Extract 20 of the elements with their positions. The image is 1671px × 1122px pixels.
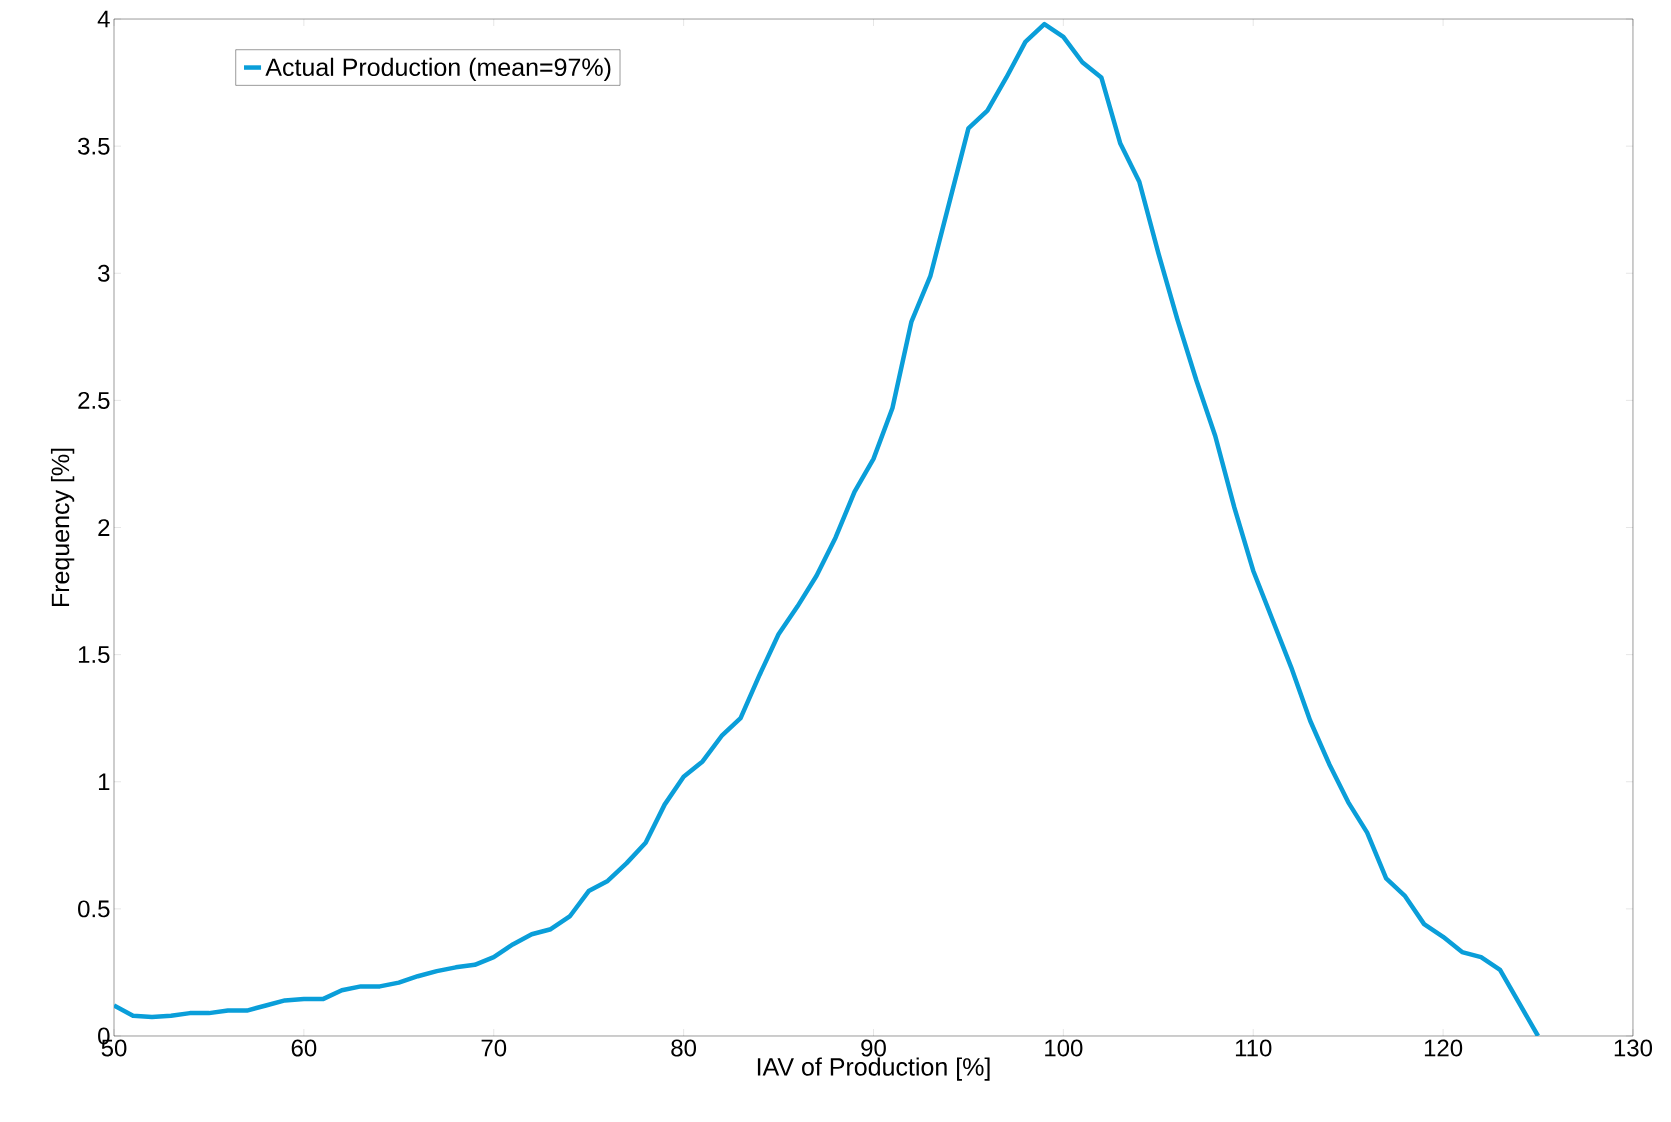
y-tick-label: 1.5	[78, 646, 110, 663]
x-tick-label: 130	[1614, 1039, 1653, 1057]
y-tick-label: 3.5	[78, 137, 110, 155]
x-tick-label: 100	[1045, 1039, 1083, 1057]
y-tick-label: 3	[98, 264, 110, 282]
y-tick-label: 0.5	[78, 900, 110, 918]
y-tick-label: 2	[98, 519, 110, 536]
x-tick-label: 60	[291, 1039, 317, 1057]
x-tick-label: 70	[481, 1039, 507, 1057]
y-axis-title: Frequency [%]	[50, 448, 75, 607]
x-tick-label: 110	[1235, 1039, 1272, 1057]
x-tick-label: 80	[671, 1039, 697, 1057]
x-tick-label: 120	[1424, 1039, 1463, 1057]
x-tick-label: 90	[861, 1039, 886, 1057]
legend-label: Actual Production (mean=97%)	[265, 57, 611, 82]
x-axis-title: IAV of Production [%]	[757, 1057, 990, 1081]
y-tick-label: 4	[97, 10, 110, 28]
y-tick-label: 1	[98, 773, 110, 790]
line-series	[114, 21, 1541, 1036]
y-tick-label: 2.5	[78, 391, 110, 409]
